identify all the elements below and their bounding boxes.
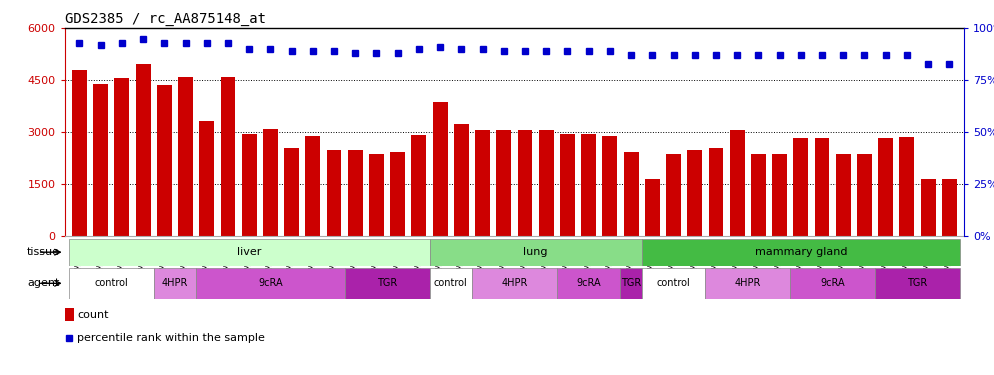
Bar xyxy=(432,102,447,236)
Text: 9cRA: 9cRA xyxy=(577,278,601,288)
FancyBboxPatch shape xyxy=(69,268,154,298)
FancyBboxPatch shape xyxy=(429,268,472,298)
Bar xyxy=(242,134,256,236)
FancyBboxPatch shape xyxy=(345,268,429,298)
Text: control: control xyxy=(433,278,467,288)
Text: mammary gland: mammary gland xyxy=(754,247,847,257)
Bar xyxy=(539,130,554,236)
Text: agent: agent xyxy=(27,278,60,288)
Bar xyxy=(454,124,469,236)
Bar xyxy=(666,154,681,236)
Bar xyxy=(284,148,299,236)
FancyBboxPatch shape xyxy=(875,268,960,298)
Bar xyxy=(560,134,575,236)
Bar xyxy=(114,78,129,236)
Bar xyxy=(391,152,406,236)
FancyBboxPatch shape xyxy=(196,268,345,298)
Bar xyxy=(412,135,426,236)
Bar xyxy=(136,63,150,236)
FancyBboxPatch shape xyxy=(642,268,706,298)
Bar xyxy=(772,154,787,236)
FancyBboxPatch shape xyxy=(154,268,196,298)
Bar xyxy=(157,86,172,236)
Bar xyxy=(857,154,872,236)
Text: count: count xyxy=(78,310,108,320)
Text: 4HPR: 4HPR xyxy=(162,278,188,288)
FancyBboxPatch shape xyxy=(472,268,557,298)
Text: percentile rank within the sample: percentile rank within the sample xyxy=(78,333,265,343)
Bar xyxy=(581,134,596,236)
Text: control: control xyxy=(657,278,691,288)
FancyBboxPatch shape xyxy=(642,239,960,266)
Text: GDS2385 / rc_AA875148_at: GDS2385 / rc_AA875148_at xyxy=(65,12,265,26)
Bar xyxy=(263,129,278,236)
FancyBboxPatch shape xyxy=(69,239,429,266)
Bar xyxy=(836,154,851,236)
Text: TGR: TGR xyxy=(377,278,398,288)
Bar xyxy=(221,77,236,236)
Bar xyxy=(687,150,702,236)
FancyBboxPatch shape xyxy=(557,268,620,298)
Bar xyxy=(920,179,935,236)
Bar xyxy=(942,179,957,236)
Bar xyxy=(750,154,765,236)
Bar xyxy=(369,154,384,236)
Bar xyxy=(645,179,660,236)
Text: 9cRA: 9cRA xyxy=(820,278,845,288)
FancyBboxPatch shape xyxy=(429,239,642,266)
Bar xyxy=(65,308,74,321)
Bar xyxy=(496,130,511,236)
Text: tissue: tissue xyxy=(27,247,60,257)
Bar xyxy=(305,136,320,236)
Bar xyxy=(623,152,638,236)
Bar xyxy=(602,136,617,236)
Bar xyxy=(348,150,363,236)
Text: TGR: TGR xyxy=(908,278,927,288)
Bar xyxy=(815,138,829,236)
Bar xyxy=(730,130,745,236)
Bar xyxy=(200,121,214,236)
FancyBboxPatch shape xyxy=(706,268,790,298)
Bar xyxy=(709,148,724,236)
Text: lung: lung xyxy=(524,247,548,257)
Bar xyxy=(93,84,108,236)
Bar xyxy=(178,77,193,236)
Bar xyxy=(900,137,914,236)
Text: 4HPR: 4HPR xyxy=(501,278,528,288)
FancyBboxPatch shape xyxy=(620,268,642,298)
Bar xyxy=(327,150,342,236)
Bar xyxy=(879,138,893,236)
Bar xyxy=(475,130,490,236)
Bar xyxy=(518,130,533,236)
Text: control: control xyxy=(94,278,128,288)
Bar xyxy=(793,138,808,236)
Bar xyxy=(72,70,86,236)
Text: 4HPR: 4HPR xyxy=(735,278,761,288)
Text: 9cRA: 9cRA xyxy=(258,278,282,288)
FancyBboxPatch shape xyxy=(790,268,875,298)
Text: liver: liver xyxy=(237,247,261,257)
Text: TGR: TGR xyxy=(621,278,641,288)
